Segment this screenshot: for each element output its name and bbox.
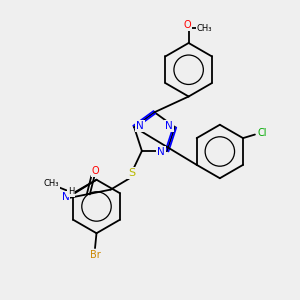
Text: CH₃: CH₃ xyxy=(43,179,59,188)
Text: Cl: Cl xyxy=(258,128,267,138)
Text: N: N xyxy=(165,121,173,130)
Text: S: S xyxy=(128,168,135,178)
Text: N: N xyxy=(136,121,144,130)
Text: Br: Br xyxy=(90,250,101,260)
Text: O: O xyxy=(92,166,100,176)
Text: O: O xyxy=(183,20,191,30)
Text: CH₃: CH₃ xyxy=(196,24,212,33)
Text: H: H xyxy=(68,188,75,196)
Text: N: N xyxy=(61,192,69,202)
Text: N: N xyxy=(157,148,165,158)
